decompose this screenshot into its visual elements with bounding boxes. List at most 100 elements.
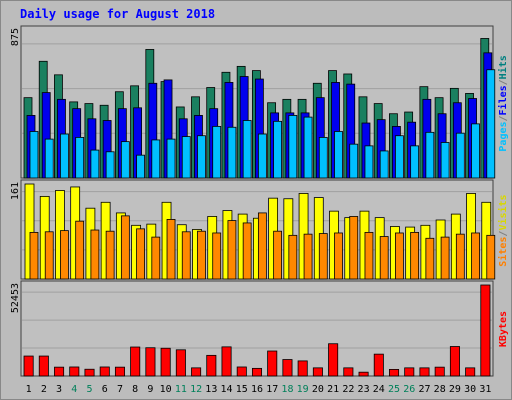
bar-sites-day-27 — [425, 237, 435, 280]
bar-kbytes-day-4 — [69, 366, 80, 377]
bar-sites-day-17 — [273, 230, 283, 280]
bar-pages-day-25 — [395, 135, 404, 179]
bar-kbytes-day-19 — [297, 360, 308, 377]
bar-kbytes-day-28 — [434, 366, 445, 377]
x-tick-label-day-1: 1 — [26, 384, 32, 395]
x-tick-label-day-29: 29 — [449, 384, 461, 395]
bar-sites-day-22 — [349, 216, 359, 280]
bar-sites-day-31 — [486, 234, 496, 280]
legend-entry: KBytes — [498, 311, 509, 347]
bar-kbytes-day-21 — [328, 343, 339, 377]
bar-kbytes-day-13 — [206, 354, 217, 377]
x-tick-label-day-13: 13 — [205, 384, 217, 395]
x-tick-label-day-30: 30 — [464, 384, 476, 395]
bar-kbytes-day-7 — [114, 366, 125, 377]
x-tick-label-day-6: 6 — [102, 384, 108, 395]
panel-kbytes — [20, 280, 494, 377]
bar-sites-day-1 — [29, 231, 39, 280]
bar-pages-day-28 — [440, 142, 450, 179]
bar-sites-day-4 — [75, 220, 85, 280]
bar-sites-day-29 — [455, 233, 465, 280]
legend-entry: Pages — [498, 121, 509, 151]
bar-pages-day-11 — [181, 136, 191, 179]
bar-sites-day-19 — [303, 233, 313, 280]
bar-kbytes-day-24 — [373, 353, 384, 377]
bar-sites-day-20 — [318, 233, 328, 280]
bar-pages-day-3 — [60, 133, 69, 179]
x-tick-label-day-26: 26 — [403, 384, 415, 395]
bar-kbytes-day-6 — [99, 366, 110, 377]
x-tick-label-day-22: 22 — [342, 384, 354, 395]
chart-title: Daily usage for August 2018 — [20, 7, 216, 21]
x-tick-label-day-14: 14 — [221, 384, 233, 395]
legend-hits-files-pages: Pages/Files/Hits — [497, 55, 509, 151]
bar-pages-day-8 — [136, 154, 145, 179]
bar-pages-day-23 — [364, 145, 374, 179]
bar-pages-day-24 — [379, 150, 389, 179]
bar-pages-day-13 — [212, 126, 222, 179]
x-tick-label-day-18: 18 — [281, 384, 293, 395]
x-tick-label-day-21: 21 — [327, 384, 339, 395]
bar-pages-day-26 — [410, 145, 420, 179]
x-tick-label-day-25: 25 — [388, 384, 400, 395]
bar-pages-day-29 — [455, 132, 465, 179]
bar-kbytes-day-10 — [160, 347, 171, 377]
bar-pages-day-5 — [90, 149, 100, 179]
bar-pages-day-20 — [318, 137, 328, 179]
y-max-label-visits-sites: 161 — [10, 182, 21, 200]
x-tick-label-day-3: 3 — [56, 384, 62, 395]
x-tick-label-day-15: 15 — [236, 384, 248, 395]
legend-entry: / — [498, 231, 509, 237]
bar-sites-day-8 — [136, 228, 145, 280]
bar-sites-day-10 — [166, 219, 176, 280]
x-tick-label-day-5: 5 — [87, 384, 93, 395]
bar-sites-day-26 — [410, 231, 420, 280]
bar-pages-day-19 — [303, 116, 313, 179]
legend-entry: Files — [497, 85, 509, 115]
x-tick-label-day-23: 23 — [358, 384, 370, 395]
bar-kbytes-day-29 — [449, 346, 460, 377]
legend-entry: Hits — [497, 55, 509, 79]
x-tick-label-day-10: 10 — [160, 384, 172, 395]
x-tick-label-day-12: 12 — [190, 384, 202, 395]
bar-pages-day-10 — [166, 138, 176, 179]
x-tick-label-day-31: 31 — [479, 384, 491, 395]
legend-entry: Visits — [497, 194, 509, 230]
bar-pages-day-30 — [471, 123, 480, 179]
bar-sites-day-5 — [90, 229, 100, 280]
bar-sites-day-28 — [440, 236, 450, 280]
bar-pages-day-22 — [349, 143, 359, 179]
bar-kbytes-day-26 — [404, 367, 415, 377]
bar-sites-day-30 — [471, 232, 480, 280]
bar-kbytes-day-1 — [23, 355, 34, 377]
bar-sites-day-12 — [197, 230, 206, 280]
bar-pages-day-15 — [242, 120, 252, 179]
bar-sites-day-11 — [181, 231, 191, 280]
x-tick-label-day-11: 11 — [175, 384, 187, 395]
legend-kbytes: KBytes — [498, 311, 509, 347]
bar-pages-day-1 — [29, 131, 39, 179]
y-max-label-hits-files-pages: 875 — [10, 28, 21, 46]
x-tick-label-day-19: 19 — [297, 384, 309, 395]
legend-entry: Sites — [497, 237, 509, 267]
legend-entry: / — [498, 115, 509, 121]
bar-sites-day-18 — [288, 234, 298, 280]
x-tick-label-day-2: 2 — [41, 384, 47, 395]
x-tick-label-day-27: 27 — [418, 384, 430, 395]
bar-sites-day-15 — [242, 222, 252, 280]
bar-kbytes-day-8 — [130, 346, 141, 377]
bar-kbytes-day-17 — [267, 350, 278, 377]
bar-pages-day-16 — [257, 133, 267, 179]
bar-kbytes-day-5 — [84, 368, 95, 377]
legend-entry: / — [498, 79, 509, 85]
bar-pages-day-7 — [120, 141, 130, 179]
x-tick-label-day-17: 17 — [266, 384, 278, 395]
y-max-label-kbytes: 52453 — [10, 283, 21, 313]
bar-sites-day-16 — [257, 212, 267, 280]
bar-sites-day-6 — [105, 230, 115, 280]
bar-visits-day-1 — [24, 183, 35, 280]
bar-kbytes-day-22 — [343, 367, 354, 377]
bar-pages-day-21 — [334, 131, 343, 179]
